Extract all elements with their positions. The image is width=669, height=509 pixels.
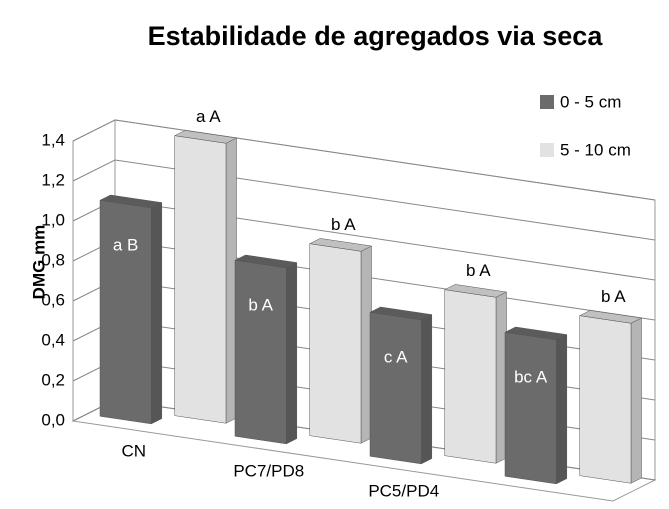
data-label: b A [601,287,626,306]
bar [173,130,238,424]
grid-line [72,159,656,241]
chart-title: Estabilidade de agregados via seca [148,21,604,51]
data-label: a B [113,236,139,255]
y-tick-label: 0,8 [41,250,65,269]
bar-side [556,334,568,485]
data-label: b A [248,296,273,315]
bar [234,254,298,445]
bar-side [421,314,433,465]
legend-swatch [540,143,554,157]
bar [99,194,163,425]
bar-front [579,315,632,484]
bar-top [578,310,643,324]
y-tick-label: 0,6 [41,290,65,309]
data-label: b A [466,261,491,280]
bar-top [99,194,163,209]
data-label: a A [196,107,221,126]
bar-front [99,199,152,425]
bar-front [174,135,227,424]
y-tick-label: 1,2 [41,170,65,189]
y-tick-label: 1,4 [41,130,65,149]
legend-swatch [540,95,554,109]
legend-label: 0 - 5 cm [560,92,621,111]
data-label: b A [331,215,356,234]
bar-top [443,284,508,298]
bar [308,238,373,444]
x-tick-label: CN [121,441,146,460]
bar-side [151,202,163,425]
data-label: bc A [514,368,548,387]
legend-label: 5 - 10 cm [560,140,631,159]
y-tick-label: 1,0 [41,210,65,229]
y-axis-label: DMG mm [29,225,48,300]
bar [504,326,568,485]
bar-top [369,306,433,321]
x-tick-label: PC5/PD4 [368,481,439,500]
x-tick-label: PC7/PD8 [233,461,304,480]
y-tick-label: 0,2 [41,370,65,389]
bar-side [286,262,298,445]
bar-front [504,331,557,485]
bar [578,310,643,484]
bar-top [308,238,373,252]
bar [443,284,508,464]
data-label: c A [384,348,408,367]
bar-front [234,259,287,445]
bar-front [309,243,362,444]
y-tick-label: 0,0 [41,410,65,429]
y-tick-label: 0,4 [41,330,65,349]
bar-front [444,289,497,464]
bar-top [234,254,298,269]
bar-front [369,311,422,465]
bar [369,306,433,465]
bar-top [173,130,238,144]
bar-top [504,326,568,341]
grid-line [72,119,656,201]
bar-side [630,317,642,484]
